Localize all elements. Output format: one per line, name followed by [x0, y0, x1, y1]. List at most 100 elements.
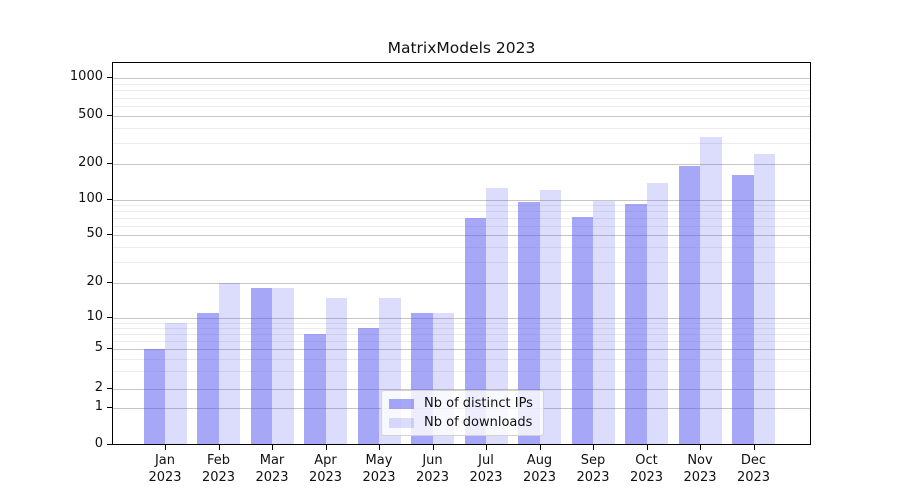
- legend: Nb of distinct IPs Nb of downloads: [381, 390, 544, 436]
- y-tick-mark-200: [107, 163, 112, 164]
- legend-label-downloads: Nb of downloads: [424, 415, 533, 430]
- legend-item-downloads: Nb of downloads: [382, 413, 543, 432]
- x-tick-mark-oct: [646, 445, 648, 450]
- y-tick-mark-2: [107, 388, 112, 389]
- gridline-200: [113, 164, 810, 165]
- y-tick-label-10: 10: [86, 309, 103, 324]
- bar-feb-distinct-ips: [197, 313, 219, 444]
- gridline-7: [113, 333, 810, 335]
- x-tick-mark-jan: [165, 445, 166, 450]
- x-tick-mark-jun: [432, 445, 434, 450]
- y-tick-label-100: 100: [78, 191, 103, 206]
- y-tick-mark-500: [107, 115, 112, 116]
- gridline-2: [113, 389, 810, 390]
- gridline-6: [113, 340, 810, 342]
- y-tick-mark-5: [107, 348, 112, 349]
- x-tick-mark-may: [379, 445, 380, 450]
- chart-title: MatrixModels 2023: [387, 39, 536, 57]
- gridline-500: [113, 116, 810, 117]
- y-tick-mark-1: [107, 407, 112, 408]
- gridline-4: [113, 358, 810, 360]
- x-tick-label-mar: Mar 2023: [255, 453, 289, 485]
- x-tick-mark-jul: [486, 445, 487, 450]
- gridline-1000: [113, 78, 810, 79]
- x-tick-label-oct: Oct 2023: [629, 453, 664, 485]
- bar-apr-downloads: [325, 297, 347, 444]
- plot-layers: [113, 63, 810, 444]
- x-tick-label-jan: Jan 2023: [148, 453, 182, 485]
- y-tick-label-50: 50: [86, 226, 103, 241]
- gridline-9: [113, 322, 810, 324]
- bar-jul-downloads: [486, 187, 508, 444]
- y-tick-label-5: 5: [94, 340, 103, 355]
- gridline-90: [113, 205, 810, 207]
- x-tick-mark-apr: [325, 445, 327, 450]
- y-tick-label-200: 200: [78, 155, 103, 170]
- bar-aug-distinct-ips: [518, 202, 540, 444]
- y-tick-label-1: 1: [94, 399, 103, 414]
- gridline-60: [113, 225, 810, 227]
- y-tick-mark-50: [107, 234, 112, 235]
- bar-dec-downloads: [753, 154, 775, 444]
- bar-nov-distinct-ips: [678, 166, 700, 444]
- bar-may-distinct-ips: [357, 327, 379, 444]
- x-tick-label-jul: Jul 2023: [469, 453, 503, 485]
- gridline-50: [113, 235, 810, 236]
- gridline-300: [113, 142, 810, 144]
- x-tick-label-apr: Apr 2023: [308, 453, 343, 485]
- x-tick-label-may: May 2023: [362, 453, 396, 485]
- gridline-3: [113, 371, 810, 373]
- bar-oct-downloads: [646, 182, 668, 444]
- bar-oct-distinct-ips: [625, 204, 647, 444]
- bar-jul-distinct-ips: [464, 218, 486, 444]
- x-tick-mark-mar: [272, 445, 273, 450]
- x-tick-label-sep: Sep 2023: [576, 453, 610, 485]
- y-tick-label-1000: 1000: [69, 69, 103, 84]
- gridline-8: [113, 327, 810, 329]
- gridline-900: [113, 83, 810, 85]
- bar-jan-distinct-ips: [143, 349, 165, 444]
- legend-label-distinct-ips: Nb of distinct IPs: [424, 396, 533, 411]
- x-tick-mark-dec: [753, 445, 755, 450]
- plot-area: [112, 62, 811, 445]
- x-tick-mark-nov: [700, 445, 701, 450]
- bar-sep-downloads: [593, 201, 615, 444]
- gridline-20: [113, 283, 810, 284]
- bar-aug-downloads: [539, 190, 561, 444]
- legend-swatch-downloads: [389, 417, 414, 428]
- gridline-10: [113, 318, 810, 319]
- bar-apr-distinct-ips: [304, 333, 326, 444]
- y-tick-label-20: 20: [86, 274, 103, 289]
- bar-jan-downloads: [165, 322, 187, 444]
- gridline-40: [113, 246, 810, 248]
- x-tick-label-jun: Jun 2023: [415, 453, 450, 485]
- gridline-700: [113, 97, 810, 99]
- legend-item-distinct-ips: Nb of distinct IPs: [382, 394, 543, 413]
- bar-feb-downloads: [218, 283, 240, 444]
- legend-swatch-distinct-ips: [389, 398, 414, 409]
- gridline-100: [113, 200, 810, 201]
- gridline-5: [113, 349, 810, 350]
- x-tick-label-feb: Feb 2023: [201, 453, 236, 485]
- x-tick-label-aug: Aug 2023: [522, 453, 557, 485]
- bar-mar-downloads: [272, 288, 294, 444]
- gridline-70: [113, 218, 810, 219]
- bar-nov-downloads: [700, 137, 722, 444]
- y-tick-mark-0: [107, 444, 112, 445]
- y-tick-mark-10: [107, 317, 112, 318]
- x-tick-label-dec: Dec 2023: [736, 453, 771, 485]
- bar-dec-distinct-ips: [732, 175, 754, 444]
- x-tick-mark-sep: [593, 445, 594, 450]
- gridline-600: [113, 106, 810, 107]
- x-tick-mark-aug: [539, 445, 541, 450]
- gridline-80: [113, 211, 810, 213]
- y-tick-label-2: 2: [94, 380, 103, 395]
- y-tick-mark-1000: [107, 77, 112, 78]
- y-tick-mark-20: [107, 282, 112, 283]
- y-tick-label-500: 500: [78, 107, 103, 122]
- y-tick-label-0: 0: [94, 436, 103, 451]
- bar-sep-distinct-ips: [571, 217, 593, 444]
- y-tick-mark-100: [107, 199, 112, 200]
- bar-mar-distinct-ips: [250, 288, 272, 444]
- gridline-30: [113, 261, 810, 263]
